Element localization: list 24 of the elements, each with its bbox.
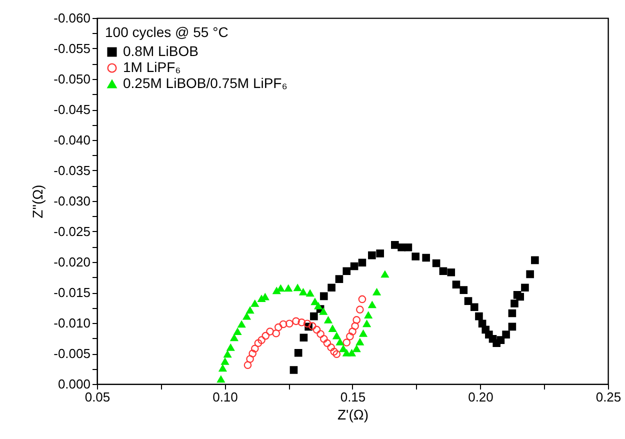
x-tick-label: 0.20 — [468, 390, 494, 404]
y-tick-label: -0.045 — [54, 102, 90, 117]
y-tick-label: -0.060 — [54, 10, 90, 26]
y-tick-label: -0.025 — [54, 224, 90, 239]
y-tick-label: -0.020 — [54, 254, 90, 270]
y-tick-label: -0.055 — [54, 41, 90, 56]
legend-title: 100 cycles @ 55 °C — [105, 24, 228, 40]
y-axis-title: Z''(Ω) — [30, 184, 46, 218]
y-tick-label: -0.010 — [54, 316, 90, 330]
y-tick-label: -0.040 — [54, 132, 90, 148]
legend-label: 0.8M LiBOB — [123, 43, 198, 59]
x-tick-label: 0.15 — [340, 390, 366, 404]
y-tick-label: -0.005 — [54, 346, 90, 361]
legend-label: 1M LiPF₆ — [123, 59, 181, 75]
y-tick-label: 0.000 — [58, 376, 90, 392]
x-axis-title: Z'(Ω) — [337, 406, 369, 422]
y-tick-label: -0.050 — [54, 72, 90, 86]
y-tick-label: -0.015 — [54, 285, 90, 300]
legend-label: 0.25M LiBOB/0.75M LiPF₆ — [123, 75, 288, 91]
x-tick-label: 0.25 — [596, 390, 622, 404]
y-tick-label: -0.035 — [54, 163, 90, 178]
x-tick-label: 0.05 — [84, 390, 110, 404]
y-tick-label: -0.030 — [54, 194, 90, 208]
x-tick-label: 0.10 — [212, 390, 238, 404]
